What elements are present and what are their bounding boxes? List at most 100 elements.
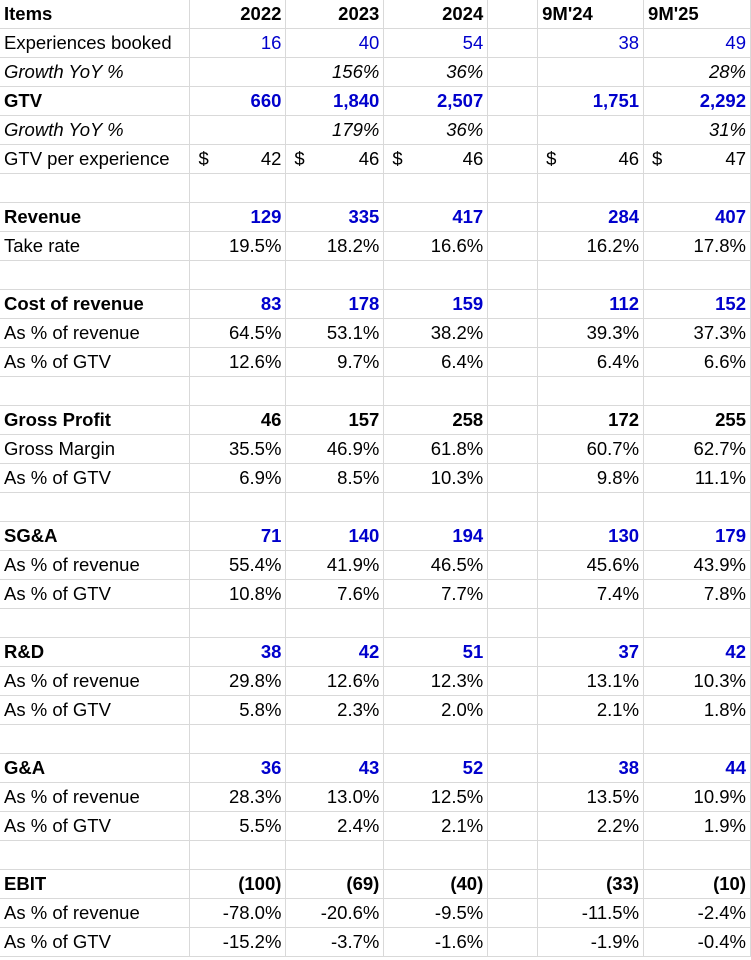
value-cell[interactable] — [487, 318, 539, 348]
value-cell[interactable]: 159 — [383, 289, 489, 319]
row-label[interactable] — [0, 260, 191, 290]
value-cell[interactable] — [487, 550, 539, 580]
value-cell[interactable]: -1.9% — [537, 927, 645, 957]
row-label[interactable]: Growth YoY % — [0, 57, 191, 87]
value-cell[interactable]: 43.9% — [643, 550, 751, 580]
value-cell[interactable]: 129 — [189, 202, 287, 232]
value-cell[interactable]: 2,507 — [383, 86, 489, 116]
row-label[interactable]: Cost of revenue — [0, 289, 191, 319]
value-cell[interactable]: 36 — [189, 753, 287, 783]
value-cell[interactable]: 140 — [285, 521, 385, 551]
row-label[interactable] — [0, 173, 191, 203]
value-cell[interactable]: 40 — [285, 28, 385, 58]
value-cell[interactable]: 1.9% — [643, 811, 751, 841]
value-cell[interactable]: 8.5% — [285, 463, 385, 493]
value-cell[interactable]: 12.6% — [189, 347, 287, 377]
row-label[interactable]: As % of revenue — [0, 318, 191, 348]
value-cell[interactable]: 179% — [285, 115, 385, 145]
value-cell[interactable]: 2,292 — [643, 86, 751, 116]
value-cell[interactable]: -2.4% — [643, 898, 751, 928]
value-cell[interactable]: 11.1% — [643, 463, 751, 493]
value-cell[interactable] — [383, 376, 489, 406]
value-cell[interactable] — [487, 666, 539, 696]
value-cell[interactable]: 2.0% — [383, 695, 489, 725]
value-cell[interactable] — [487, 724, 539, 754]
value-cell[interactable]: 38 — [537, 753, 645, 783]
value-cell[interactable] — [487, 144, 539, 174]
value-cell[interactable]: 53.1% — [285, 318, 385, 348]
value-cell[interactable]: 407 — [643, 202, 751, 232]
value-cell[interactable] — [285, 376, 385, 406]
value-cell[interactable] — [487, 521, 539, 551]
value-cell[interactable]: 7.4% — [537, 579, 645, 609]
value-cell[interactable]: 6.4% — [383, 347, 489, 377]
items-header[interactable]: Items — [0, 0, 191, 29]
value-cell[interactable] — [487, 579, 539, 609]
value-cell[interactable]: 37.3% — [643, 318, 751, 348]
value-cell[interactable]: 13.5% — [537, 782, 645, 812]
value-cell[interactable] — [537, 840, 645, 870]
year-header[interactable]: 2024 — [383, 0, 489, 29]
row-label[interactable] — [0, 492, 191, 522]
value-cell[interactable] — [487, 869, 539, 899]
row-label[interactable] — [0, 724, 191, 754]
value-cell[interactable] — [487, 260, 539, 290]
value-cell[interactable]: 12.3% — [383, 666, 489, 696]
value-cell[interactable]: 660 — [189, 86, 287, 116]
value-cell[interactable] — [537, 608, 645, 638]
row-label[interactable]: As % of revenue — [0, 550, 191, 580]
row-label[interactable]: Gross Margin — [0, 434, 191, 464]
value-cell[interactable] — [643, 608, 751, 638]
value-cell[interactable] — [383, 260, 489, 290]
value-cell[interactable] — [487, 173, 539, 203]
value-cell[interactable]: -78.0% — [189, 898, 287, 928]
value-cell[interactable] — [383, 840, 489, 870]
value-cell[interactable]: 2.1% — [383, 811, 489, 841]
value-cell[interactable]: 9.7% — [285, 347, 385, 377]
value-cell[interactable]: 19.5% — [189, 231, 287, 261]
value-cell[interactable]: 284 — [537, 202, 645, 232]
value-cell[interactable] — [189, 115, 287, 145]
value-cell[interactable]: (33) — [537, 869, 645, 899]
row-label[interactable]: As % of GTV — [0, 579, 191, 609]
value-cell[interactable]: 51 — [383, 637, 489, 667]
value-cell[interactable]: 49 — [643, 28, 751, 58]
value-cell[interactable] — [487, 463, 539, 493]
value-cell[interactable] — [487, 202, 539, 232]
value-cell[interactable] — [285, 724, 385, 754]
value-cell[interactable]: 10.9% — [643, 782, 751, 812]
value-cell[interactable]: 36% — [383, 57, 489, 87]
value-cell[interactable]: 16.2% — [537, 231, 645, 261]
value-cell[interactable]: 152 — [643, 289, 751, 319]
value-cell[interactable]: 64.5% — [189, 318, 287, 348]
value-cell[interactable]: 179 — [643, 521, 751, 551]
value-cell[interactable] — [487, 782, 539, 812]
value-cell[interactable]: 45.6% — [537, 550, 645, 580]
value-cell[interactable]: 172 — [537, 405, 645, 435]
value-cell[interactable] — [537, 492, 645, 522]
value-cell[interactable] — [643, 173, 751, 203]
value-cell[interactable]: 5.8% — [189, 695, 287, 725]
row-label[interactable]: Take rate — [0, 231, 191, 261]
value-cell[interactable]: 29.8% — [189, 666, 287, 696]
value-cell[interactable]: -15.2% — [189, 927, 287, 957]
value-cell[interactable]: 60.7% — [537, 434, 645, 464]
value-cell[interactable] — [487, 811, 539, 841]
value-cell[interactable]: 55.4% — [189, 550, 287, 580]
value-cell[interactable]: $46 — [383, 144, 489, 174]
value-cell[interactable]: 255 — [643, 405, 751, 435]
value-cell[interactable]: 41.9% — [285, 550, 385, 580]
value-cell[interactable]: -11.5% — [537, 898, 645, 928]
year-header[interactable]: 2023 — [285, 0, 385, 29]
year-header[interactable]: 9M'25 — [643, 0, 751, 29]
value-cell[interactable]: 194 — [383, 521, 489, 551]
value-cell[interactable]: -0.4% — [643, 927, 751, 957]
value-cell[interactable]: $46 — [537, 144, 645, 174]
value-cell[interactable]: 61.8% — [383, 434, 489, 464]
value-cell[interactable]: 5.5% — [189, 811, 287, 841]
value-cell[interactable] — [487, 637, 539, 667]
value-cell[interactable] — [643, 260, 751, 290]
value-cell[interactable]: (10) — [643, 869, 751, 899]
value-cell[interactable] — [487, 347, 539, 377]
value-cell[interactable]: 42 — [285, 637, 385, 667]
